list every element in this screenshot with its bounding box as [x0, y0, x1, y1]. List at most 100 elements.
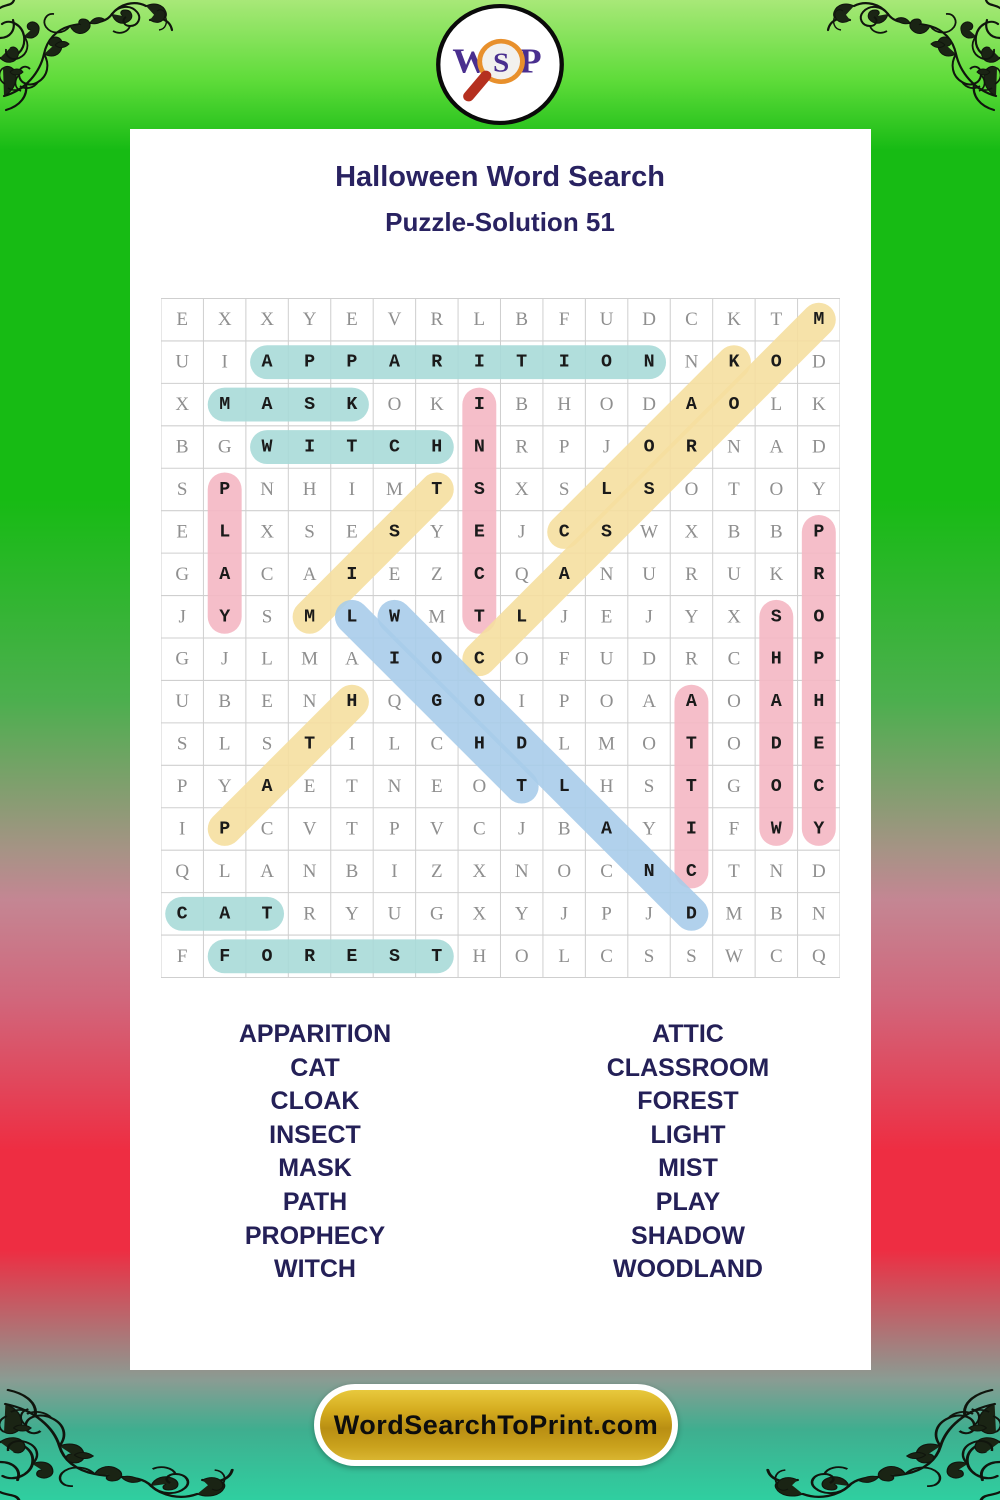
svg-text:F: F: [219, 946, 230, 967]
svg-text:X: X: [260, 521, 274, 542]
svg-text:S: S: [304, 521, 315, 542]
svg-text:W: W: [389, 606, 400, 627]
svg-text:D: D: [812, 861, 826, 882]
svg-text:T: T: [728, 479, 740, 500]
svg-text:Y: Y: [642, 818, 656, 839]
svg-text:M: M: [301, 649, 318, 670]
svg-text:D: D: [642, 394, 656, 415]
svg-text:O: O: [600, 394, 614, 415]
svg-text:D: D: [812, 437, 826, 458]
svg-text:Z: Z: [431, 861, 443, 882]
svg-text:J: J: [518, 521, 525, 542]
svg-text:N: N: [644, 352, 655, 373]
svg-text:T: T: [431, 479, 442, 500]
svg-text:Y: Y: [218, 776, 232, 797]
svg-text:O: O: [557, 861, 571, 882]
svg-text:A: A: [219, 564, 230, 585]
svg-text:O: O: [728, 394, 739, 415]
svg-text:Y: Y: [303, 309, 317, 330]
svg-text:E: E: [176, 521, 188, 542]
svg-text:S: S: [177, 479, 188, 500]
svg-text:T: T: [346, 437, 357, 458]
svg-text:M: M: [598, 734, 615, 755]
svg-text:M: M: [725, 903, 742, 924]
svg-text:C: C: [559, 521, 570, 542]
svg-text:O: O: [769, 479, 783, 500]
svg-text:O: O: [771, 352, 782, 373]
svg-text:Y: Y: [345, 903, 359, 924]
svg-text:D: D: [771, 734, 782, 755]
svg-text:H: H: [346, 691, 357, 712]
svg-text:C: C: [685, 309, 698, 330]
svg-text:N: N: [769, 861, 783, 882]
svg-text:I: I: [304, 437, 315, 458]
svg-text:N: N: [260, 479, 274, 500]
svg-text:L: L: [558, 734, 570, 755]
svg-text:R: R: [686, 437, 697, 458]
svg-text:A: A: [262, 394, 273, 415]
svg-text:E: E: [431, 776, 443, 797]
svg-text:W: W: [725, 946, 743, 967]
svg-text:C: C: [600, 861, 613, 882]
svg-text:U: U: [642, 564, 656, 585]
svg-text:E: E: [261, 691, 273, 712]
svg-text:I: I: [474, 352, 485, 373]
svg-text:S: S: [601, 521, 612, 542]
svg-text:I: I: [349, 479, 355, 500]
svg-text:Q: Q: [812, 946, 826, 967]
svg-text:A: A: [642, 691, 656, 712]
svg-text:Y: Y: [219, 606, 230, 627]
svg-text:W: W: [771, 818, 782, 839]
svg-text:A: A: [769, 437, 783, 458]
svg-text:L: L: [219, 734, 231, 755]
svg-text:O: O: [600, 691, 614, 712]
svg-text:V: V: [303, 818, 317, 839]
svg-text:I: I: [519, 691, 525, 712]
svg-text:L: L: [474, 309, 486, 330]
svg-text:H: H: [600, 776, 614, 797]
svg-text:H: H: [771, 649, 782, 670]
svg-text:N: N: [515, 861, 529, 882]
svg-text:B: B: [558, 818, 571, 839]
svg-text:T: T: [771, 309, 783, 330]
svg-text:S: S: [644, 946, 655, 967]
svg-text:S: S: [771, 606, 782, 627]
svg-text:I: I: [349, 734, 355, 755]
svg-text:N: N: [600, 564, 614, 585]
svg-text:N: N: [644, 861, 655, 882]
svg-text:A: A: [262, 776, 273, 797]
svg-text:C: C: [261, 818, 274, 839]
svg-text:X: X: [472, 861, 486, 882]
svg-text:K: K: [812, 394, 826, 415]
svg-text:F: F: [177, 946, 188, 967]
svg-text:R: R: [430, 309, 443, 330]
svg-text:C: C: [473, 818, 486, 839]
svg-text:W: W: [262, 437, 273, 458]
svg-text:U: U: [388, 903, 402, 924]
svg-text:T: T: [262, 903, 273, 924]
svg-text:M: M: [304, 606, 315, 627]
svg-text:A: A: [771, 691, 782, 712]
svg-text:P: P: [219, 818, 230, 839]
svg-text:G: G: [175, 564, 189, 585]
svg-text:I: I: [686, 818, 697, 839]
svg-text:H: H: [474, 734, 485, 755]
svg-text:B: B: [770, 521, 783, 542]
svg-text:G: G: [727, 776, 741, 797]
svg-text:A: A: [601, 818, 612, 839]
svg-text:A: A: [262, 352, 273, 373]
svg-text:S: S: [262, 734, 273, 755]
svg-text:A: A: [686, 394, 697, 415]
svg-text:O: O: [813, 606, 824, 627]
svg-text:I: I: [559, 352, 570, 373]
svg-text:R: R: [685, 564, 698, 585]
svg-text:T: T: [346, 818, 358, 839]
svg-text:A: A: [219, 903, 230, 924]
svg-text:H: H: [813, 691, 824, 712]
svg-text:C: C: [261, 564, 274, 585]
svg-text:L: L: [219, 861, 231, 882]
svg-text:P: P: [219, 479, 230, 500]
svg-text:J: J: [645, 606, 652, 627]
svg-text:N: N: [388, 776, 402, 797]
svg-text:T: T: [686, 734, 697, 755]
